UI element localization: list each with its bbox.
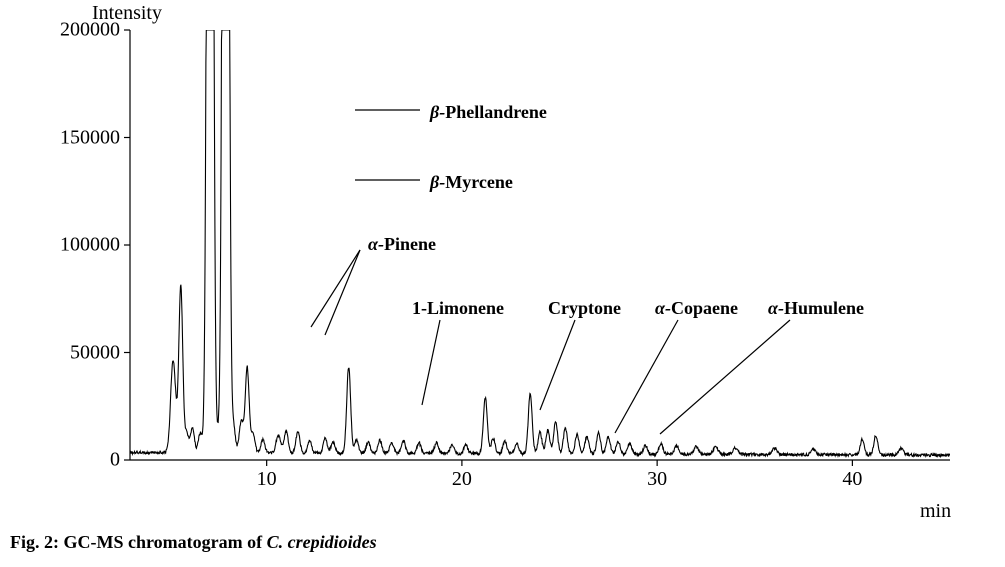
peak-label: α-Humulene [768,298,864,319]
y-tick-label: 50000 [70,341,120,364]
x-tick-label: 30 [647,468,667,491]
annotation-lines [130,30,950,460]
caption-species: C. crepidioides [267,532,377,552]
peak-label: Cryptone [548,298,621,319]
peak-label-text: Phellandrene [445,102,547,122]
peak-label-prefix: α- [368,234,384,254]
peak-label: 1-Limonene [412,298,504,319]
x-tick-label: 40 [842,468,862,491]
x-tick-label: 10 [257,468,277,491]
peak-label-text: Humulene [784,298,864,318]
peak-label-text: Myrcene [445,172,513,192]
peak-label: α-Copaene [655,298,738,319]
y-tick-label: 0 [110,449,120,472]
x-axis-label: min [920,500,951,523]
y-tick-label: 150000 [60,126,120,149]
plot-area [130,30,950,460]
peak-label-text: 1-Limonene [412,298,504,318]
peak-label-text: Cryptone [548,298,621,318]
caption-lead: Fig. 2: GC-MS chromatogram of [10,532,267,552]
y-tick-label: 100000 [60,234,120,257]
peak-label-text: Pinene [384,234,436,254]
peak-label-prefix: β- [430,102,445,122]
figure-caption: Fig. 2: GC-MS chromatogram of C. crepidi… [10,532,377,553]
peak-label-prefix: α- [655,298,671,318]
peak-label-prefix: α- [768,298,784,318]
x-tick-label: 20 [452,468,472,491]
peak-label-text: Copaene [671,298,738,318]
y-tick-label: 200000 [60,19,120,42]
figure: Intensity 050000100000150000200000 10203… [0,0,1005,567]
peak-label: β-Phellandrene [430,102,547,123]
peak-label: β-Myrcene [430,172,513,193]
peak-label-prefix: β- [430,172,445,192]
peak-label: α-Pinene [368,234,436,255]
